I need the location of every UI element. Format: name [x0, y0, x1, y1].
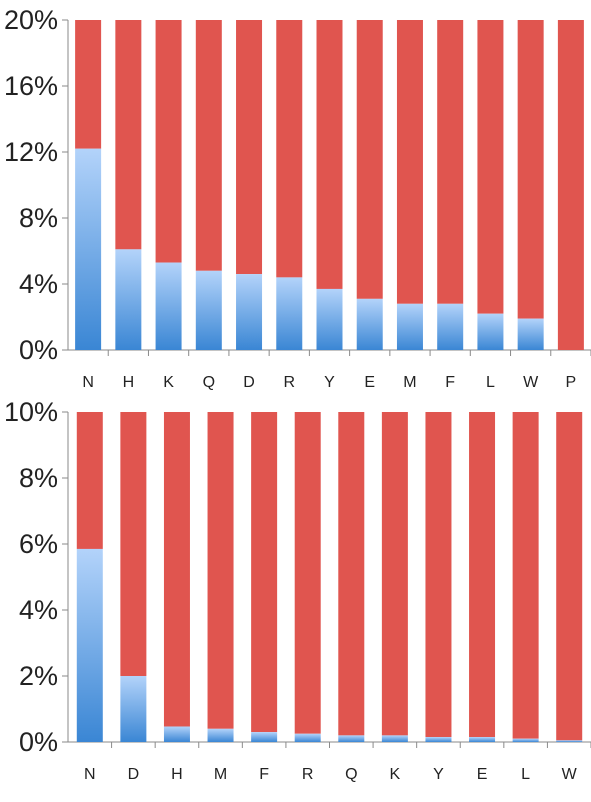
bar-remainder-F: [437, 20, 464, 304]
bar-value-R: [294, 733, 321, 742]
bar-remainder-M: [207, 412, 234, 729]
x-tick-label: R: [302, 766, 314, 783]
bar-remainder-F: [251, 412, 278, 733]
bar-value-K: [381, 735, 408, 742]
y-tick-label: 0%: [19, 727, 58, 757]
bar-remainder-E: [356, 20, 383, 299]
x-tick-label: Y: [433, 766, 444, 783]
x-tick-label: K: [163, 374, 174, 391]
bar-value-D: [120, 676, 147, 742]
x-tick-label: M: [403, 374, 416, 391]
bar-remainder-W: [517, 20, 544, 319]
bar-value-K: [155, 262, 182, 350]
bar-remainder-D: [236, 20, 263, 275]
bar-value-R: [276, 277, 303, 350]
bar-value-Q: [338, 735, 365, 742]
x-tick-label: F: [445, 374, 455, 391]
x-tick-label: E: [477, 766, 488, 783]
bar-remainder-E: [469, 412, 496, 738]
bar-remainder-L: [477, 20, 504, 314]
bar-remainder-M: [396, 20, 423, 304]
y-tick-label: 2%: [19, 661, 58, 691]
bar-remainder-L: [512, 412, 539, 739]
bar-remainder-Q: [195, 20, 222, 271]
bar-value-E: [356, 298, 383, 350]
bar-remainder-Q: [338, 412, 365, 736]
bar-remainder-Y: [425, 412, 452, 738]
bar-value-Y: [425, 737, 452, 742]
bar-remainder-H: [115, 20, 142, 250]
x-tick-label: E: [364, 374, 375, 391]
x-tick-label: N: [84, 766, 96, 783]
bar-value-Y: [316, 288, 343, 350]
x-tick-label: D: [128, 766, 140, 783]
x-tick-label: L: [486, 374, 495, 391]
top-chart: 0% 4% 8% 12% 16% 20% N H K Q D R Y E M F L W P: [4, 5, 591, 391]
bar-value-W: [556, 740, 583, 742]
bar-remainder-N: [75, 20, 102, 149]
x-tick-label: P: [566, 374, 577, 391]
bar-remainder-K: [155, 20, 182, 263]
bar-value-E: [469, 737, 496, 742]
bar-remainder-D: [120, 412, 147, 676]
x-tick-label: W: [523, 374, 539, 391]
y-tick-label: 20%: [4, 5, 58, 35]
bar-value-M: [207, 728, 234, 742]
bar-value-W: [517, 318, 544, 350]
bar-value-Q: [195, 270, 222, 350]
y-tick-label: 4%: [19, 595, 58, 625]
x-tick-label: F: [259, 766, 269, 783]
bar-value-L: [477, 313, 504, 350]
x-tick-label: H: [171, 766, 183, 783]
y-tick-label: 6%: [19, 529, 58, 559]
x-tick-label: K: [390, 766, 401, 783]
x-tick-label: Q: [345, 766, 357, 783]
x-tick-label: M: [214, 766, 227, 783]
bar-value-H: [163, 726, 190, 742]
bar-remainder-R: [276, 20, 303, 278]
y-tick-label: 8%: [19, 463, 58, 493]
bar-remainder-R: [294, 412, 321, 734]
x-tick-label: Q: [203, 374, 215, 391]
y-tick-label: 8%: [19, 203, 58, 233]
x-tick-label: D: [243, 374, 255, 391]
x-tick-label: W: [562, 766, 578, 783]
bar-value-H: [115, 249, 142, 350]
bar-remainder-P: [557, 20, 584, 350]
bar-value-F: [437, 303, 464, 350]
x-tick-label: H: [123, 374, 135, 391]
y-tick-label: 4%: [19, 269, 58, 299]
bar-value-N: [76, 548, 103, 742]
x-tick-label: Y: [324, 374, 335, 391]
bar-remainder-H: [163, 412, 190, 727]
bar-remainder-K: [381, 412, 408, 736]
y-tick-label: 12%: [4, 137, 58, 167]
bar-value-M: [396, 303, 423, 350]
bar-remainder-W: [556, 412, 583, 741]
bar-remainder-N: [76, 412, 103, 549]
bar-value-L: [512, 738, 539, 742]
bar-value-D: [236, 274, 263, 350]
y-tick-label: 16%: [4, 71, 58, 101]
x-tick-label: L: [521, 766, 530, 783]
bottom-chart: 0% 2% 4% 6% 8% 10% N D H M F R Q K Y E L W: [4, 397, 591, 783]
bar-value-F: [251, 732, 278, 742]
x-tick-label: N: [82, 374, 94, 391]
bar-value-N: [75, 148, 102, 350]
x-tick-label: R: [283, 374, 295, 391]
y-tick-label: 10%: [4, 397, 58, 427]
bar-remainder-Y: [316, 20, 343, 289]
y-tick-label: 0%: [19, 335, 58, 365]
